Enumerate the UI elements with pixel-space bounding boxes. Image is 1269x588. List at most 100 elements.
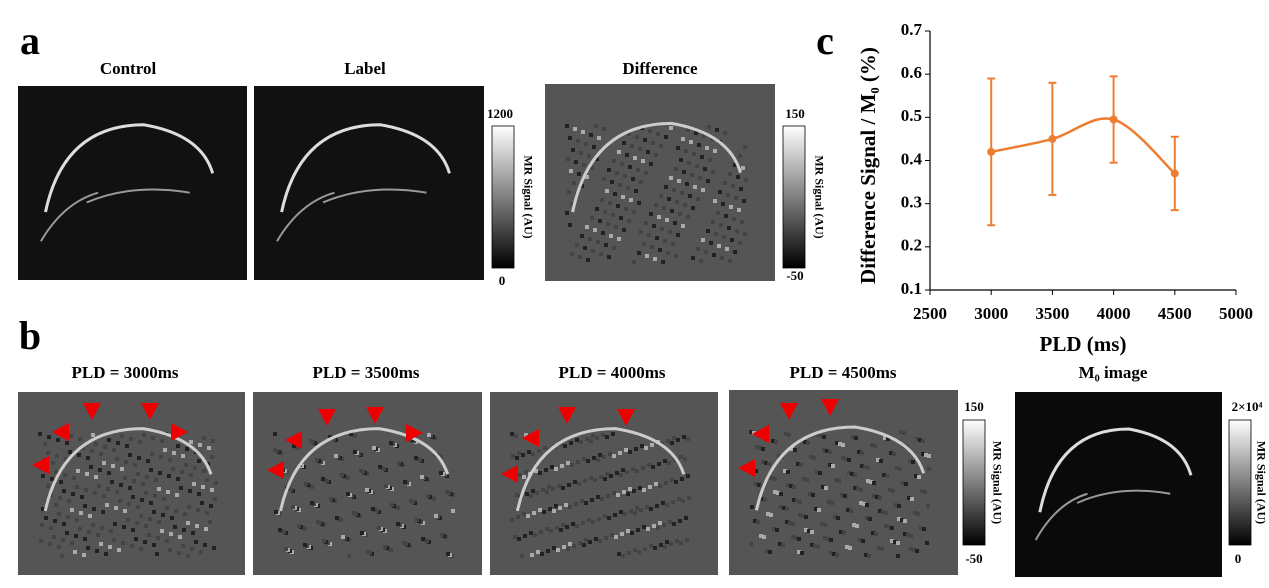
noise [728, 172, 732, 176]
noise [759, 534, 763, 538]
noise [558, 506, 562, 510]
noise [49, 526, 53, 530]
noise [594, 537, 598, 541]
noise [698, 176, 702, 180]
noise [570, 202, 574, 206]
noise [723, 181, 727, 185]
noise [858, 538, 862, 542]
noise [626, 186, 630, 190]
noise [763, 498, 767, 502]
noise [66, 515, 70, 519]
noise [67, 499, 71, 503]
noise [65, 531, 69, 535]
noise [595, 436, 599, 440]
noise [87, 530, 91, 534]
noise [615, 471, 619, 475]
noise [99, 452, 103, 456]
noise [633, 156, 637, 160]
arrowhead [267, 461, 284, 479]
noise [568, 136, 572, 140]
noise [580, 499, 584, 503]
noise [711, 220, 715, 224]
noise [897, 517, 901, 521]
noise [510, 518, 514, 522]
noise [883, 436, 887, 440]
noise [739, 187, 743, 191]
noise [569, 169, 573, 173]
noise [794, 536, 798, 540]
noise [769, 513, 773, 517]
noise [102, 494, 106, 498]
noise [822, 448, 826, 452]
noise [617, 552, 621, 556]
noise [612, 454, 616, 458]
noise [711, 170, 715, 174]
noise [593, 478, 597, 482]
noise [896, 554, 900, 558]
noise [663, 239, 667, 243]
noise [886, 437, 890, 441]
noise [621, 554, 625, 558]
noise [699, 259, 703, 263]
noise [550, 465, 554, 469]
noise [208, 520, 212, 524]
noise [788, 521, 792, 525]
noise [132, 479, 136, 483]
noise [117, 548, 121, 552]
noise [835, 553, 839, 557]
noise [201, 485, 205, 489]
noise [630, 531, 634, 535]
noise [72, 476, 76, 480]
noise [125, 444, 129, 448]
noise [598, 539, 602, 543]
noise [796, 462, 800, 466]
noise [138, 440, 142, 444]
y-axis-label: Difference Signal / M₀ (%) [856, 47, 880, 284]
noise [671, 500, 675, 504]
noise [866, 479, 870, 483]
noise [753, 519, 757, 523]
noise [797, 537, 801, 541]
noise [816, 433, 820, 437]
noise [321, 477, 325, 481]
panel-label: a [20, 18, 40, 63]
noise [873, 444, 877, 448]
noise [655, 504, 659, 508]
noise [76, 469, 80, 473]
noise [619, 473, 623, 477]
noise [642, 242, 646, 246]
noise [798, 500, 802, 504]
noise [853, 473, 857, 477]
noise [210, 488, 214, 492]
noise [124, 460, 128, 464]
noise [439, 471, 443, 475]
noise [700, 155, 704, 159]
noise [511, 454, 515, 458]
noise [621, 468, 625, 472]
noise [545, 490, 549, 494]
noise [585, 175, 589, 179]
noise [515, 456, 519, 460]
noise [765, 549, 769, 553]
noise [828, 450, 832, 454]
noise [590, 498, 594, 502]
image-content [1034, 427, 1193, 541]
noise [565, 124, 569, 128]
noise [817, 508, 821, 512]
noise [191, 531, 195, 535]
noise [576, 460, 580, 464]
noise [521, 453, 525, 457]
noise [371, 507, 375, 511]
noise [736, 175, 740, 179]
noise [141, 482, 145, 486]
noise [764, 461, 768, 465]
noise [584, 142, 588, 146]
noise [625, 470, 629, 474]
noise [826, 537, 830, 541]
noise [147, 533, 151, 537]
noise [95, 549, 99, 553]
noise [156, 536, 160, 540]
arrowhead [617, 409, 635, 426]
noise [909, 547, 913, 551]
colorbar-label: MR Signal (AU) [521, 155, 535, 238]
